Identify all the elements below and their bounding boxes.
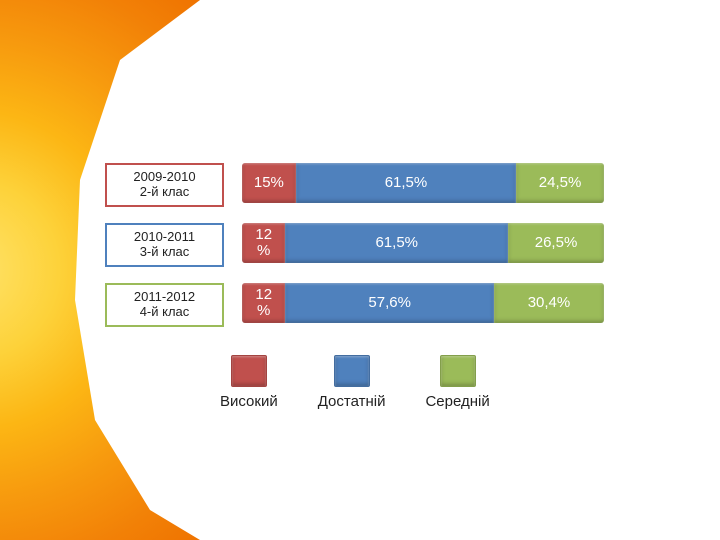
legend-swatch xyxy=(440,355,476,387)
legend-label: Достатній xyxy=(318,393,386,410)
chart-row: 2011-20124-й клас 12 %57,6%30,4% xyxy=(105,283,604,323)
stacked-bar: 12 %57,6%30,4% xyxy=(242,283,604,323)
bar-segment: 15% xyxy=(242,163,296,203)
chart-row: 2010-20113-й клас 12 %61,5%26,5% xyxy=(105,223,604,263)
legend-item: Достатній xyxy=(318,355,386,410)
bar-segment: 24,5% xyxy=(516,163,604,203)
bar-segment: 57,6% xyxy=(285,283,494,323)
slide: 2009-20102-й клас15%61,5%24,5%2010-20113… xyxy=(0,0,720,540)
year-line1: 2011-2012 xyxy=(134,290,195,305)
gap xyxy=(224,283,242,323)
legend: Високий Достатній Середній xyxy=(220,355,490,410)
year-line2: 4-й клас xyxy=(140,305,190,320)
year-line1: 2010-2011 xyxy=(134,230,195,245)
year-line1: 2009-2010 xyxy=(133,170,195,185)
year-label-box: 2011-20124-й клас xyxy=(105,283,224,327)
year-label-box: 2010-20113-й клас xyxy=(105,223,224,267)
year-label-box: 2009-20102-й клас xyxy=(105,163,224,207)
legend-label: Високий xyxy=(220,393,278,410)
year-line2: 2-й клас xyxy=(140,185,190,200)
chart-row: 2009-20102-й клас 15%61,5%24,5% xyxy=(105,163,604,203)
legend-label: Середній xyxy=(425,393,489,410)
legend-item: Середній xyxy=(425,355,489,410)
bar-segment: 12 % xyxy=(242,223,285,263)
bar-segment: 30,4% xyxy=(494,283,604,323)
bar-segment: 26,5% xyxy=(508,223,604,263)
legend-swatch xyxy=(231,355,267,387)
gap xyxy=(224,163,242,203)
gap xyxy=(224,223,242,263)
legend-item: Високий xyxy=(220,355,278,410)
stacked-bar: 15%61,5%24,5% xyxy=(242,163,604,203)
legend-swatch xyxy=(334,355,370,387)
chart-area: 2009-20102-й клас15%61,5%24,5%2010-20113… xyxy=(0,0,720,540)
bar-segment: 61,5% xyxy=(296,163,516,203)
year-line2: 3-й клас xyxy=(140,245,190,260)
stacked-bar: 12 %61,5%26,5% xyxy=(242,223,604,263)
bar-segment: 61,5% xyxy=(285,223,508,263)
bar-segment: 12 % xyxy=(242,283,285,323)
